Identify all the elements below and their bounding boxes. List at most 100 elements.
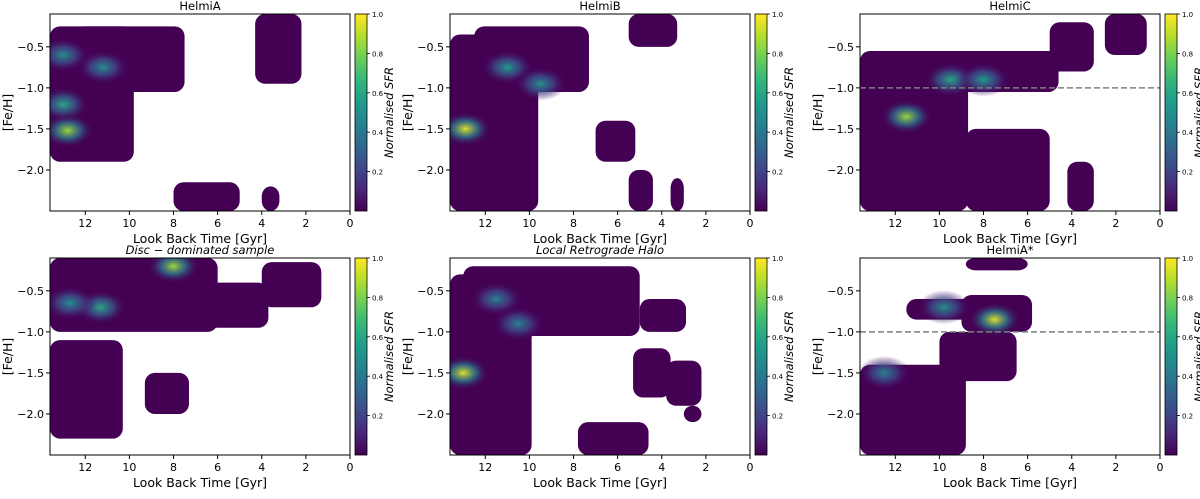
y-tick-label: −1.0 xyxy=(417,82,444,95)
heatmap-area xyxy=(450,14,684,211)
axes-frame xyxy=(449,13,751,212)
colorbar xyxy=(1164,257,1178,456)
colorbar xyxy=(354,257,368,456)
y-tick-label: −1.0 xyxy=(17,82,44,95)
sfr-peak xyxy=(492,306,545,341)
x-tick-label: 12 xyxy=(78,217,92,230)
sfr-peak xyxy=(860,355,911,390)
colorbar-tick-label: 1.0 xyxy=(372,11,383,19)
x-tick-label: 10 xyxy=(522,217,536,230)
sfr-region xyxy=(261,262,322,308)
colorbar-tick-label: 0.2 xyxy=(772,169,783,177)
x-tick-label: 6 xyxy=(214,461,221,474)
sfr-region xyxy=(633,348,671,398)
x-tick-label: 4 xyxy=(1068,461,1075,474)
colorbar-tick-label: 0.2 xyxy=(1182,413,1193,421)
sfr-peak xyxy=(450,355,490,390)
colorbar-tick-label: 0.4 xyxy=(1182,373,1194,381)
y-tick-label: −1.5 xyxy=(17,123,44,136)
y-tick-label: −2.0 xyxy=(17,408,44,421)
colorbar-tick-label: 0.4 xyxy=(772,373,784,381)
x-tick-label: 4 xyxy=(258,461,265,474)
y-tick-label: −2.0 xyxy=(17,164,44,177)
x-tick-label: 4 xyxy=(658,461,665,474)
x-tick-label: 12 xyxy=(78,461,92,474)
x-axis-label: Look Back Time [Gyr] xyxy=(133,475,267,490)
x-tick-label: 12 xyxy=(478,461,492,474)
x-tick-label: 4 xyxy=(1068,217,1075,230)
colorbar-tick-label: 0.8 xyxy=(372,294,383,302)
y-tick-label: −1.0 xyxy=(827,82,854,95)
x-axis-label: Look Back Time [Gyr] xyxy=(943,231,1077,246)
x-axis-label: Look Back Time [Gyr] xyxy=(533,475,667,490)
x-tick-label: 12 xyxy=(888,217,902,230)
panel-5: 12 10 8 6 4 2 0 −0.5 −1.0 −1.5 −2.0 Local Retrograd… xyxy=(400,243,796,490)
y-axis-label: [Fe/H] xyxy=(810,94,825,132)
sfr-region xyxy=(939,331,1017,382)
y-axis-label: [Fe/H] xyxy=(0,94,15,132)
heatmap-area xyxy=(50,258,322,439)
panel-6: 12 10 8 6 4 2 0 −0.5 −1.0 −1.5 −2.0 HelmiA* Look Bac… xyxy=(810,243,1200,490)
x-tick-label: 8 xyxy=(570,217,577,230)
colorbar-tick-label: 0.4 xyxy=(1182,129,1194,137)
colorbar xyxy=(754,257,768,456)
x-tick-label: 10 xyxy=(522,461,536,474)
panel-title: HelmiA xyxy=(179,0,220,13)
panel-title: Disc − dominated sample xyxy=(126,243,275,257)
colorbar xyxy=(754,13,768,212)
x-tick-label: 0 xyxy=(747,217,754,230)
sfr-region xyxy=(965,258,1028,271)
x-axis-label: Look Back Time [Gyr] xyxy=(133,231,267,246)
sfr-peak xyxy=(50,87,90,122)
colorbar-tick-label: 0.6 xyxy=(372,334,384,342)
sfr-region xyxy=(666,360,702,406)
x-tick-label: 8 xyxy=(980,461,987,474)
sfr-region xyxy=(206,282,269,328)
y-tick-label: −1.5 xyxy=(417,123,444,136)
y-tick-label: −2.0 xyxy=(417,164,444,177)
heatmap-area xyxy=(860,258,1033,455)
axes-frame xyxy=(449,257,751,456)
sfr-region xyxy=(628,14,678,47)
y-axis-label: [Fe/H] xyxy=(400,338,415,376)
x-tick-label: 12 xyxy=(478,217,492,230)
sfr-region xyxy=(860,63,969,211)
colorbar xyxy=(1164,13,1178,212)
panel-title: HelmiC xyxy=(989,0,1030,13)
y-tick-label: −1.5 xyxy=(17,367,44,380)
sfr-peak xyxy=(880,99,933,134)
sfr-region xyxy=(144,372,189,414)
sfr-region xyxy=(639,299,687,332)
panel-2: 12 10 8 6 4 2 0 −0.5 −1.0 −1.5 −2.0 HelmiB Look Back… xyxy=(400,0,796,246)
y-tick-label: −1.0 xyxy=(827,326,854,339)
sfr-peak xyxy=(470,282,523,317)
colorbar-label: Normalised SFR xyxy=(382,311,396,402)
colorbar-tick-label: 0.2 xyxy=(1182,169,1193,177)
x-tick-label: 12 xyxy=(888,461,902,474)
colorbar-tick-label: 0.2 xyxy=(372,413,383,421)
colorbar-label: Normalised SFR xyxy=(1192,67,1200,158)
heatmap-area xyxy=(50,14,302,211)
x-tick-label: 8 xyxy=(170,217,177,230)
colorbar-label: Normalised SFR xyxy=(782,311,796,402)
colorbar-label: Normalised SFR xyxy=(782,67,796,158)
y-axis-label: [Fe/H] xyxy=(0,338,15,376)
colorbar-tick-label: 0.8 xyxy=(1182,294,1193,302)
x-tick-label: 0 xyxy=(347,217,354,230)
axes-frame xyxy=(859,257,1161,456)
panel-1: 12 10 8 6 4 2 0 −0.5 −1.0 −1.5 −2.0 HelmiA Look Back… xyxy=(0,0,396,246)
panel-3: 12 10 8 6 4 2 0 −0.5 −1.0 −1.5 −2.0 HelmiC Look Back… xyxy=(810,0,1200,246)
panel-title: HelmiB xyxy=(579,0,620,13)
x-tick-label: 8 xyxy=(170,461,177,474)
sfr-region xyxy=(255,14,302,84)
x-tick-label: 10 xyxy=(932,217,946,230)
x-tick-label: 10 xyxy=(122,461,136,474)
colorbar-tick-label: 0.6 xyxy=(772,90,784,98)
sfr-region xyxy=(50,340,123,439)
sfr-region xyxy=(261,186,280,211)
x-tick-label: 6 xyxy=(614,217,621,230)
colorbar-tick-label: 1.0 xyxy=(1182,11,1193,19)
sfr-peak xyxy=(50,113,94,148)
x-tick-label: 6 xyxy=(1024,217,1031,230)
